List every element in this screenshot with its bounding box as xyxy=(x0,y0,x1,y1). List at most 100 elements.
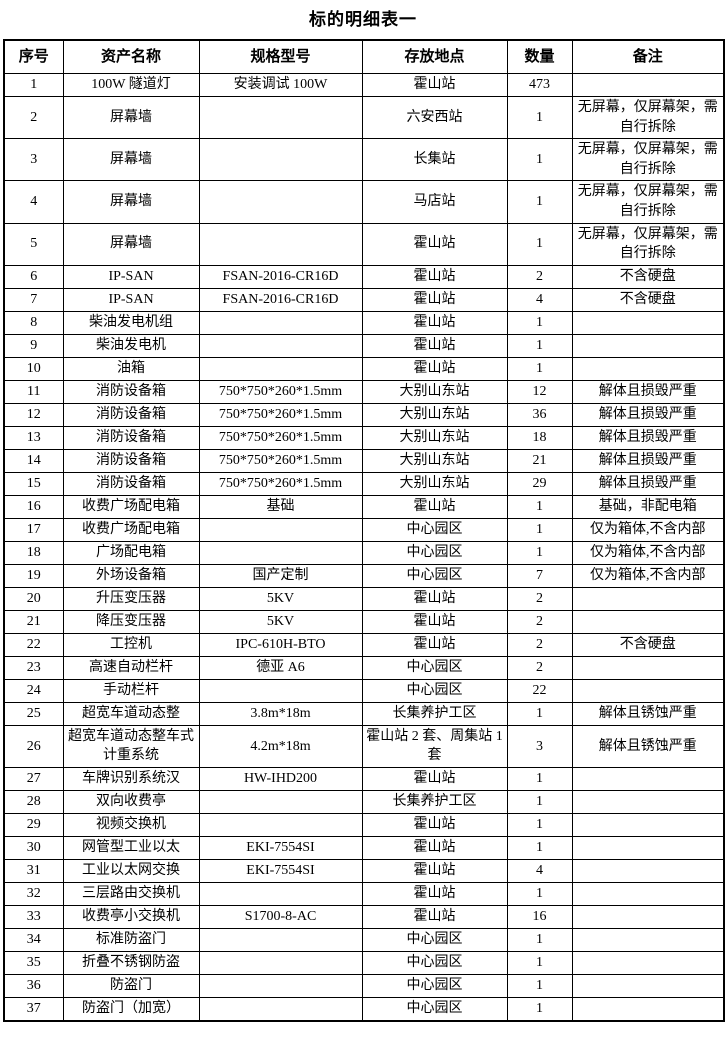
table-cell xyxy=(198,517,363,542)
table-row: 36 防盗门 中心园区 1 xyxy=(3,973,725,998)
table-cell: 无屏幕，仅屏幕架，需自行拆除 xyxy=(571,95,725,140)
table-cell: 4 xyxy=(506,858,573,883)
table-cell: 1 xyxy=(506,95,573,140)
table-cell: FSAN-2016-CR16D xyxy=(198,264,363,289)
table-cell: 高速自动栏杆 xyxy=(62,655,200,680)
table-cell: 屏幕墙 xyxy=(62,95,200,140)
table-cell xyxy=(198,333,363,358)
table-cell: 双向收费亭 xyxy=(62,789,200,814)
table-cell: 基础，非配电箱 xyxy=(571,494,725,519)
table-cell: 24 xyxy=(3,678,64,703)
table-cell: 1 xyxy=(506,973,573,998)
table-cell xyxy=(571,356,725,381)
table-cell: 柴油发电机 xyxy=(62,333,200,358)
table-row: 24 手动栏杆 中心园区 22 xyxy=(3,678,725,703)
table-cell: 中心园区 xyxy=(361,655,508,680)
table-cell: FSAN-2016-CR16D xyxy=(198,287,363,312)
table-cell: 8 xyxy=(3,310,64,335)
table-row: 27 车牌识别系统汉 HW-IHD200 霍山站 1 xyxy=(3,766,725,791)
table-cell: 基础 xyxy=(198,494,363,519)
table-cell: 15 xyxy=(3,471,64,496)
table-cell: 六安西站 xyxy=(361,95,508,140)
table-row: 19 外场设备箱 国产定制 中心园区 7 仅为箱体,不含内部 xyxy=(3,563,725,588)
table-cell: 750*750*260*1.5mm xyxy=(198,425,363,450)
table-cell: 1 xyxy=(506,996,573,1022)
table-cell: 无屏幕，仅屏幕架，需自行拆除 xyxy=(571,180,725,224)
table-row: 20 升压变压器 5KV 霍山站 2 xyxy=(3,586,725,611)
table-cell: 中心园区 xyxy=(361,517,508,542)
table-cell: 5KV xyxy=(198,586,363,611)
table-cell: 1 xyxy=(3,73,64,97)
table-cell: 超宽车道动态整 xyxy=(62,701,200,726)
table-cell: 长集养护工区 xyxy=(361,701,508,726)
table-cell: 1 xyxy=(506,310,573,335)
table-cell xyxy=(571,858,725,883)
table-cell: 27 xyxy=(3,766,64,791)
table-cell: 中心园区 xyxy=(361,973,508,998)
table-cell: 霍山站 xyxy=(361,609,508,634)
table-row: 32 三层路由交换机 霍山站 1 xyxy=(3,881,725,906)
table-row: 31 工业以太网交换 EKI-7554SI 霍山站 4 xyxy=(3,858,725,883)
table-row: 21 降压变压器 5KV 霍山站 2 xyxy=(3,609,725,634)
table-cell: 霍山站 xyxy=(361,812,508,837)
table-row: 11 消防设备箱 750*750*260*1.5mm 大别山东站 12 解体且损毁严重 xyxy=(3,379,725,404)
column-header: 存放地点 xyxy=(361,39,508,74)
table-cell: 6 xyxy=(3,264,64,289)
table-cell: 2 xyxy=(506,609,573,634)
table-cell: 屏幕墙 xyxy=(62,138,200,182)
table-row: 12 消防设备箱 750*750*260*1.5mm 大别山东站 36 解体且损毁严重 xyxy=(3,402,725,427)
table-cell: 1 xyxy=(506,881,573,906)
table-cell xyxy=(571,609,725,634)
table-cell: 工业以太网交换 xyxy=(62,858,200,883)
table-row: 15 消防设备箱 750*750*260*1.5mm 大别山东站 29 解体且损毁严重 xyxy=(3,471,725,496)
table-cell: 1 xyxy=(506,333,573,358)
table-cell: 750*750*260*1.5mm xyxy=(198,379,363,404)
table-cell: 国产定制 xyxy=(198,563,363,588)
table-cell: 无屏幕，仅屏幕架，需自行拆除 xyxy=(571,138,725,182)
table-cell: 473 xyxy=(506,73,573,97)
table-cell xyxy=(571,73,725,97)
table-cell: 2 xyxy=(506,586,573,611)
table-cell xyxy=(198,356,363,381)
table-cell xyxy=(571,586,725,611)
table-cell: 长集站 xyxy=(361,138,508,182)
table-cell: 5KV xyxy=(198,609,363,634)
table-cell: 安装调试 100W xyxy=(198,73,363,97)
table-cell: 1 xyxy=(506,766,573,791)
table-cell: 长集养护工区 xyxy=(361,789,508,814)
table-cell: 31 xyxy=(3,858,64,883)
table-row: 9 柴油发电机 霍山站 1 xyxy=(3,333,725,358)
table-cell: 消防设备箱 xyxy=(62,448,200,473)
table-cell: 21 xyxy=(506,448,573,473)
table-cell xyxy=(571,655,725,680)
table-cell: 不含硬盘 xyxy=(571,264,725,289)
table-row: 29 视频交换机 霍山站 1 xyxy=(3,812,725,837)
table-cell: 仅为箱体,不含内部 xyxy=(571,517,725,542)
table-cell: 升压变压器 xyxy=(62,586,200,611)
table-cell: 工控机 xyxy=(62,632,200,657)
table-cell xyxy=(198,789,363,814)
table-cell xyxy=(198,95,363,140)
table-cell: 霍山站 xyxy=(361,310,508,335)
table-cell: 18 xyxy=(3,540,64,565)
table-cell: 20 xyxy=(3,586,64,611)
table-cell: 1 xyxy=(506,138,573,182)
table-cell: 21 xyxy=(3,609,64,634)
table-cell xyxy=(571,881,725,906)
table-cell xyxy=(198,138,363,182)
table-cell: 消防设备箱 xyxy=(62,379,200,404)
table-row: 30 网管型工业以太 EKI-7554SI 霍山站 1 xyxy=(3,835,725,860)
table-row: 6 IP-SAN FSAN-2016-CR16D 霍山站 2 不含硬盘 xyxy=(3,264,725,289)
table-cell: 消防设备箱 xyxy=(62,471,200,496)
table-cell: 大别山东站 xyxy=(361,402,508,427)
table-cell: 7 xyxy=(3,287,64,312)
table-cell xyxy=(198,540,363,565)
table-cell: 霍山站 xyxy=(361,287,508,312)
table-cell: 5 xyxy=(3,222,64,266)
table-cell: 收费亭小交换机 xyxy=(62,904,200,929)
table-cell: 22 xyxy=(3,632,64,657)
table-cell: 解体且损毁严重 xyxy=(571,402,725,427)
table-cell: IP-SAN xyxy=(62,264,200,289)
table-cell: 1 xyxy=(506,222,573,266)
table-cell xyxy=(571,973,725,998)
